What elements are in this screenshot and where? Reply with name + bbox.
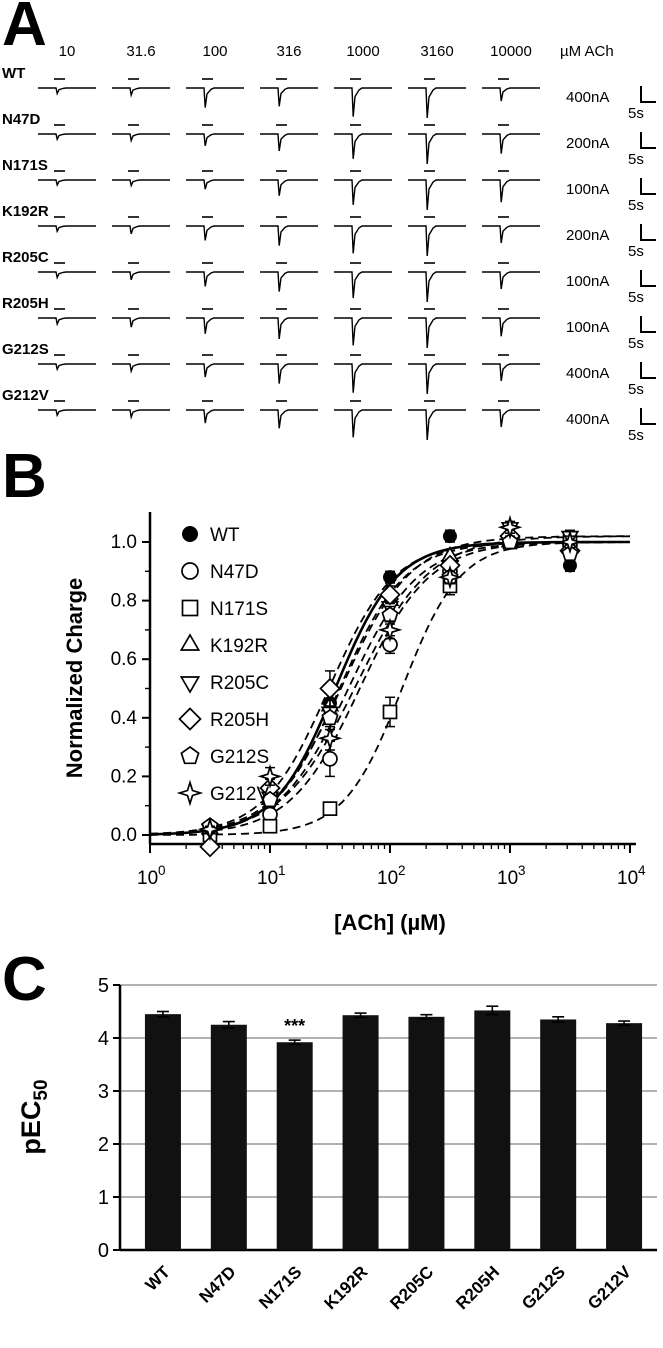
svg-text:0: 0 — [98, 1240, 109, 1262]
svg-text:5: 5 — [98, 975, 109, 997]
panel-c: C 0 1 2 3 4 5 WT N47D N171S K192R R205C R205H G212S G… — [0, 949, 663, 1348]
svg-text:0.0: 0.0 — [111, 825, 137, 846]
svg-text:G212S: G212S — [2, 341, 49, 358]
svg-text:N171S: N171S — [255, 1262, 305, 1312]
svg-text:10000: 10000 — [490, 43, 532, 60]
svg-text:G212V: G212V — [584, 1262, 635, 1313]
svg-text:5s: 5s — [628, 197, 644, 214]
svg-text:100: 100 — [202, 43, 227, 60]
svg-text:5s: 5s — [628, 335, 644, 352]
svg-text:WT: WT — [142, 1262, 175, 1295]
svg-text:1: 1 — [278, 863, 286, 878]
svg-text:5s: 5s — [628, 289, 644, 306]
svg-text:100nA: 100nA — [566, 273, 609, 290]
svg-text:N47D: N47D — [2, 111, 41, 128]
svg-text:K192R: K192R — [2, 203, 49, 220]
svg-text:R205C: R205C — [210, 673, 269, 694]
svg-text:N47D: N47D — [210, 562, 259, 583]
svg-text:2: 2 — [98, 1134, 109, 1156]
svg-text:R205H: R205H — [2, 295, 49, 312]
svg-text:N171S: N171S — [2, 157, 48, 174]
svg-text:4: 4 — [98, 1028, 109, 1050]
svg-text:10: 10 — [377, 868, 398, 889]
svg-text:G212S: G212S — [210, 747, 269, 768]
svg-text:0.8: 0.8 — [111, 591, 137, 612]
svg-text:100nA: 100nA — [566, 181, 609, 198]
svg-text:WT: WT — [2, 65, 25, 82]
svg-text:400nA: 400nA — [566, 89, 609, 106]
svg-text:3: 3 — [98, 1081, 109, 1103]
svg-text:***: *** — [284, 1016, 305, 1036]
svg-text:3160: 3160 — [420, 43, 453, 60]
svg-text:0: 0 — [158, 863, 166, 878]
svg-text:3: 3 — [518, 863, 526, 878]
svg-text:1000: 1000 — [346, 43, 379, 60]
svg-text:1: 1 — [98, 1187, 109, 1209]
svg-text:5s: 5s — [628, 151, 644, 168]
svg-text:400nA: 400nA — [566, 411, 609, 428]
pec50-bar-chart: 0 1 2 3 4 5 WT N47D N171S K192R R205C R205H G212S G21… — [16, 975, 657, 1313]
panel-c-letter: C — [2, 945, 47, 1014]
svg-text:K192R: K192R — [210, 636, 268, 657]
svg-text:5s: 5s — [628, 427, 644, 444]
svg-text:5s: 5s — [628, 105, 644, 122]
svg-text:10: 10 — [257, 868, 278, 889]
svg-text:R205C: R205C — [2, 249, 49, 266]
svg-text:R205H: R205H — [210, 710, 269, 731]
svg-text:200nA: 200nA — [566, 227, 609, 244]
svg-text:[ACh] (µM): [ACh] (µM) — [334, 910, 446, 935]
dose-response-chart: 0.00.20.40.60.81.010 0 10 1 10 2 10 3 10 4[ACh] (… — [62, 512, 646, 935]
svg-text:R205C: R205C — [386, 1262, 437, 1313]
svg-text:316: 316 — [276, 43, 301, 60]
svg-text:WT: WT — [210, 525, 240, 546]
svg-text:G212V: G212V — [2, 387, 49, 404]
svg-text:10: 10 — [617, 868, 638, 889]
svg-text:0.2: 0.2 — [111, 766, 137, 787]
svg-text:G212V: G212V — [210, 784, 269, 805]
svg-text:2: 2 — [398, 863, 406, 878]
panel-a: A 10 31.6 100 316 1000 3160 10000 µM ACh WT 400nA… — [0, 0, 663, 452]
svg-text:10: 10 — [497, 868, 518, 889]
svg-text:10: 10 — [59, 43, 76, 60]
svg-text:5s: 5s — [628, 381, 644, 398]
svg-text:N47D: N47D — [195, 1262, 239, 1306]
svg-text:0.4: 0.4 — [111, 708, 138, 729]
svg-text:100nA: 100nA — [566, 319, 609, 336]
svg-text:5s: 5s — [628, 243, 644, 260]
svg-text:R205H: R205H — [452, 1262, 503, 1313]
panel-b-letter: B — [2, 442, 47, 511]
svg-text:pEC50: pEC50 — [16, 1079, 52, 1154]
svg-text:400nA: 400nA — [566, 365, 609, 382]
svg-text:1.0: 1.0 — [111, 532, 137, 553]
svg-text:31.6: 31.6 — [126, 43, 155, 60]
panel-a-letter: A — [2, 0, 47, 59]
svg-text:µM ACh: µM ACh — [560, 43, 614, 60]
svg-text:0.6: 0.6 — [111, 649, 137, 670]
svg-text:G212S: G212S — [518, 1262, 569, 1313]
svg-text:N171S: N171S — [210, 599, 268, 620]
svg-text:200nA: 200nA — [566, 135, 609, 152]
svg-text:10: 10 — [137, 868, 158, 889]
svg-text:K192R: K192R — [321, 1262, 372, 1313]
svg-text:4: 4 — [638, 863, 646, 878]
panel-a-traces: 10 31.6 100 316 1000 3160 10000 µM ACh WT 400nA 5s… — [2, 43, 656, 444]
panel-b: B 0.0 0.2 0.4 0.6 0.8 1.0 10 0 10 1 10 2 10 3 10 4 [ACh]… — [0, 446, 663, 955]
svg-text:Normalized Charge: Normalized Charge — [62, 578, 87, 779]
